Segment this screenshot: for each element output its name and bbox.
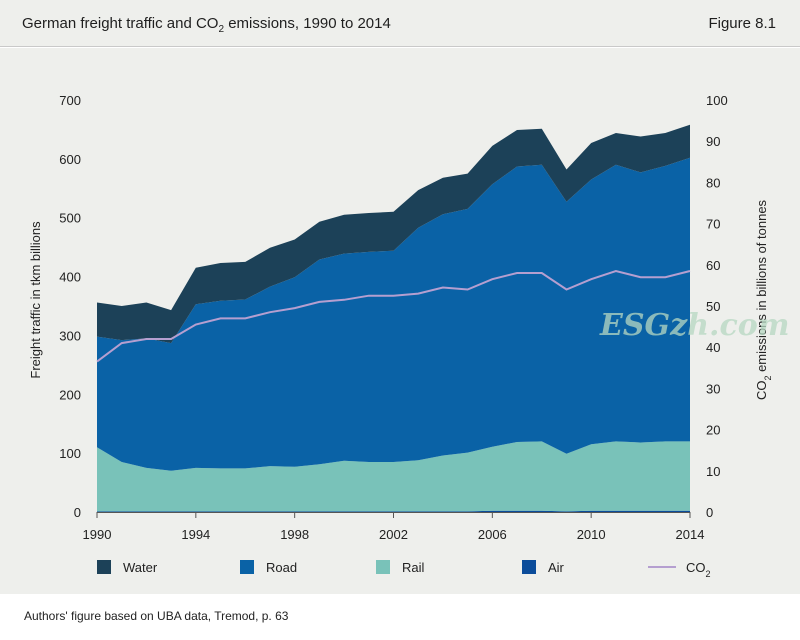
y2-tick-label: 40	[706, 340, 720, 355]
y2-tick-label: 70	[706, 217, 720, 232]
legend-label-rail: Rail	[402, 560, 425, 575]
plot-area	[96, 124, 691, 512]
y-tick-label: 400	[59, 270, 81, 285]
x-tick-label: 1998	[280, 527, 309, 542]
y2-tick-label: 50	[706, 299, 720, 314]
y2-tick-label: 30	[706, 381, 720, 396]
x-tick-label: 2014	[676, 527, 705, 542]
area-rail	[97, 441, 690, 512]
legend-label-water: Water	[123, 560, 158, 575]
legend-item-water: Water	[97, 560, 158, 575]
y2-tick-label: 10	[706, 464, 720, 479]
y-tick-label: 0	[74, 505, 81, 520]
source-note: Authors' figure based on UBA data, Tremo…	[24, 609, 289, 623]
y2-axis-title: CO2 emissions in billions of tonnes	[754, 199, 773, 400]
y2-tick-label: 60	[706, 258, 720, 273]
y2-tick-label: 100	[706, 93, 728, 108]
y-tick-label: 100	[59, 446, 81, 461]
x-tick-label: 2010	[577, 527, 606, 542]
line-co2	[96, 269, 691, 363]
y-tick-label: 600	[59, 152, 81, 167]
y2-tick-label: 80	[706, 175, 720, 190]
figure-footer: Authors' figure based on UBA data, Tremo…	[0, 596, 800, 640]
chart-title: German freight traffic and CO2 emissions…	[22, 15, 391, 35]
legend-swatch-air	[522, 560, 536, 574]
y-tick-label: 500	[59, 211, 81, 226]
y2-tick-label: 0	[706, 505, 713, 520]
figure-label: Figure 8.1	[708, 15, 776, 32]
legend-item-air: Air	[522, 560, 565, 575]
y2-tick-label: 20	[706, 423, 720, 438]
y2-tick-label: 90	[706, 134, 720, 149]
area-water	[97, 124, 690, 344]
legend-swatch-road	[240, 560, 254, 574]
legend-label-co2: CO2	[686, 560, 711, 579]
x-tick-label: 1994	[181, 527, 210, 542]
x-tick-label: 2006	[478, 527, 507, 542]
y-tick-label: 300	[59, 328, 81, 343]
legend-label-air: Air	[548, 560, 565, 575]
watermark: ESGzh.com	[599, 308, 789, 343]
legend-swatch-water	[97, 560, 111, 574]
y-tick-label: 700	[59, 93, 81, 108]
legend-item-co2: CO2	[648, 560, 711, 579]
x-tick-label: 2002	[379, 527, 408, 542]
y-axis-title: Freight traffic in tkm billions	[28, 221, 43, 379]
figure-header: German freight traffic and CO2 emissions…	[0, 0, 800, 47]
legend-item-rail: Rail	[376, 560, 425, 575]
axes: 0 100 200 300 400 500 600 700 0 10 20 30 40 50 60 70 80 9…	[59, 93, 727, 542]
area-road	[97, 157, 690, 471]
legend-label-road: Road	[266, 560, 297, 575]
y-tick-label: 200	[59, 387, 81, 402]
x-tick-label: 1990	[83, 527, 112, 542]
legend-swatch-rail	[376, 560, 390, 574]
legend-item-road: Road	[240, 560, 297, 575]
legend: Water Road Rail Air CO2	[97, 560, 711, 579]
